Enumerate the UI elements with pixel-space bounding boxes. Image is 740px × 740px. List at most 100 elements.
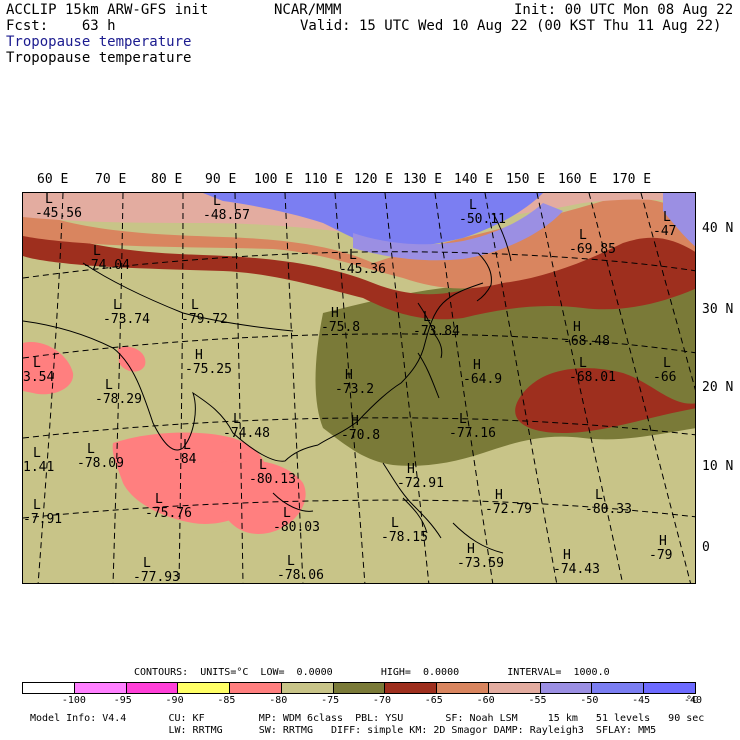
marker-type: H	[659, 534, 667, 549]
high-marker: H -75.8	[321, 307, 360, 335]
marker-value: -75.8	[321, 320, 361, 335]
graticule	[23, 193, 695, 583]
marker-type: L	[469, 198, 477, 213]
contour-info: CONTOURS: UNITS=°C LOW= 0.0000 HIGH= 0.0…	[134, 667, 610, 678]
marker-value: -72.79	[485, 502, 532, 517]
color-swatch	[230, 683, 282, 693]
marker-value: -77.93	[133, 570, 180, 584]
color-swatch	[23, 683, 75, 693]
color-bar-tick: -50	[580, 695, 599, 706]
lon-label: 120 E	[354, 172, 394, 187]
lat-label: 40 N	[702, 221, 734, 236]
marker-type: L	[349, 248, 357, 263]
field-violet-north	[353, 203, 563, 261]
color-bar-tick: -95	[113, 695, 132, 706]
lon-label: 60 E	[37, 172, 69, 187]
marker-value: -64.9	[463, 372, 503, 387]
color-swatch	[540, 683, 593, 693]
lat-label: 20 N	[702, 380, 734, 395]
high-marker: H -64.9	[463, 359, 502, 387]
marker-type: H	[563, 548, 571, 563]
field-violet-northeast	[663, 193, 695, 247]
marker-value: -68.01	[569, 370, 616, 385]
marker-type: L	[143, 556, 151, 571]
marker-value: -7.91	[23, 512, 63, 527]
marker-value: -79.72	[181, 312, 228, 327]
color-swatch	[126, 683, 179, 693]
marker-type: H	[473, 358, 481, 373]
low-marker: L -69.85	[569, 229, 616, 257]
color-swatch	[178, 683, 231, 693]
high-marker: H -79	[649, 535, 672, 563]
center-label: NCAR/MMM	[274, 2, 342, 18]
lon-label: 150 E	[506, 172, 546, 187]
color-swatch	[333, 683, 386, 693]
field-pink-bengal	[218, 459, 306, 534]
marker-value: -74.48	[223, 426, 270, 441]
low-marker: L -84	[173, 439, 196, 467]
color-bar-tick: -100	[61, 695, 86, 706]
marker-type: L	[33, 446, 41, 461]
low-marker: L -79.72	[181, 299, 228, 327]
marker-type: L	[191, 298, 199, 313]
color-swatch	[385, 683, 438, 693]
lon-label: 170 E	[612, 172, 652, 187]
high-marker: H -72.91	[397, 463, 444, 491]
low-marker: L -80.33	[585, 489, 632, 517]
lon-label: 90 E	[205, 172, 237, 187]
field-blue-north	[203, 193, 543, 251]
marker-value: -78.06	[277, 568, 324, 583]
low-marker: L -74.04	[83, 245, 130, 273]
init-time: Init: 00 UTC Mon 08 Aug 22	[514, 2, 734, 18]
high-marker: H -68.48	[563, 321, 610, 349]
color-swatch	[437, 683, 489, 693]
marker-type: L	[155, 492, 163, 507]
color-bar-unit: °C	[686, 695, 699, 706]
marker-value: -78.15	[381, 530, 428, 545]
marker-type: H	[573, 320, 581, 335]
color-bar	[22, 682, 696, 694]
marker-type: L	[595, 488, 603, 503]
low-marker: L -45.56	[35, 193, 82, 221]
marker-value: -66	[653, 370, 677, 385]
color-swatch	[281, 683, 334, 693]
lon-label: 110 E	[304, 172, 344, 187]
marker-type: L	[663, 210, 671, 225]
marker-type: L	[213, 194, 221, 209]
marker-value: -78.29	[95, 392, 142, 407]
low-marker: L 1.41	[23, 447, 54, 475]
marker-value: -77.16	[449, 426, 496, 441]
marker-value: -80.13	[249, 472, 296, 487]
marker-value: -78.09	[77, 456, 124, 471]
lat-label: 10 N	[702, 459, 734, 474]
marker-value: -70.8	[341, 428, 381, 443]
field-salmon-band	[23, 198, 695, 289]
low-marker: L -47	[653, 211, 676, 239]
field-pink-india-west	[23, 342, 74, 395]
marker-type: H	[345, 368, 353, 383]
low-marker: L -66	[653, 357, 676, 385]
marker-type: H	[407, 462, 415, 477]
low-marker: L -78.15	[381, 517, 428, 545]
low-marker: L -50.11	[459, 199, 506, 227]
color-bar-tick: -85	[217, 695, 236, 706]
marker-type: L	[423, 310, 431, 325]
field-title-primary: Tropopause temperature	[6, 34, 192, 50]
marker-value: -79	[649, 548, 673, 563]
color-swatch	[74, 683, 127, 693]
low-marker: L -68.01	[569, 357, 616, 385]
low-marker: L -74.48	[223, 413, 270, 441]
marker-type: L	[33, 356, 41, 371]
marker-type: L	[45, 192, 53, 207]
high-marker: H -72.79	[485, 489, 532, 517]
color-bar-tick: -75	[321, 695, 340, 706]
marker-type: L	[579, 356, 587, 371]
model-info-line-2: LW: RRTMG SW: RRTMG DIFF: simple KM: 2D …	[30, 725, 657, 736]
lon-label: 70 E	[95, 172, 127, 187]
high-marker: H -73.2	[335, 369, 374, 397]
color-bar-tick: -60	[476, 695, 495, 706]
lat-label: 30 N	[702, 302, 734, 317]
low-marker: L -78.06	[277, 555, 324, 583]
high-marker: H -74.43	[553, 549, 600, 577]
low-marker: L -80.13	[249, 459, 296, 487]
